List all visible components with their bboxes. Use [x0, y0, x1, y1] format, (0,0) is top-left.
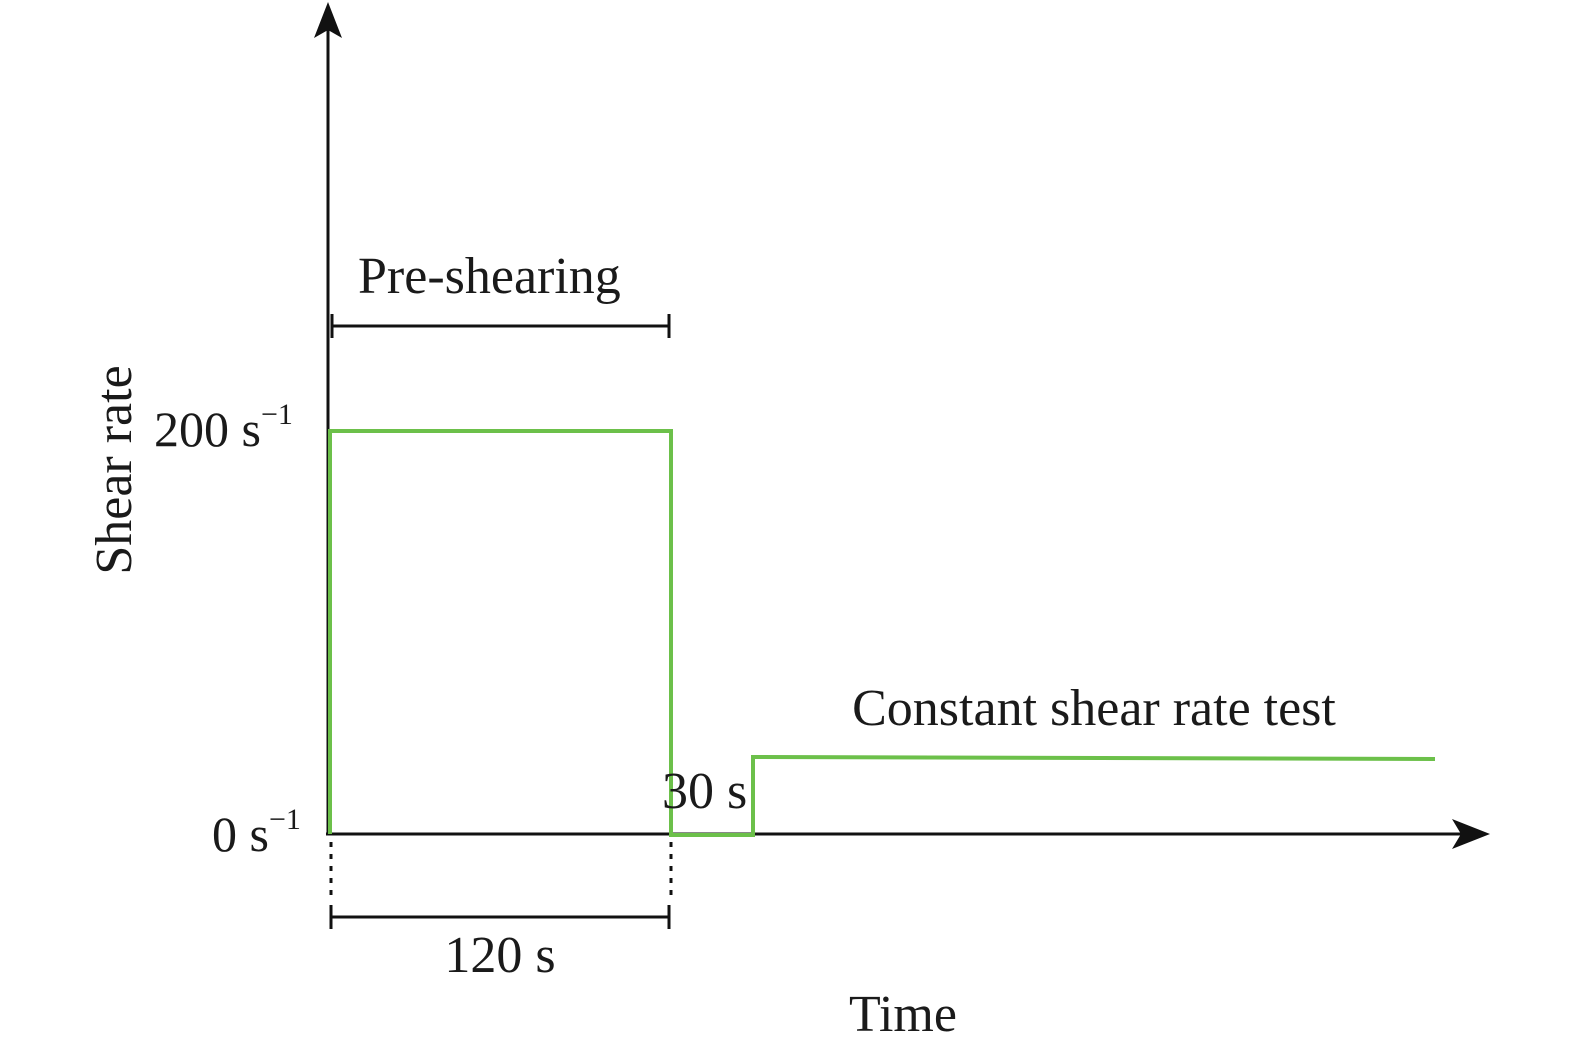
duration-pre-label: 120 s: [444, 927, 555, 984]
tick-label-200: 200 s−1: [154, 398, 293, 457]
y-axis-arrowhead: [314, 2, 342, 38]
shear-rate-profile: [328, 429, 1436, 837]
tick-label-0: 0 s−1: [212, 803, 301, 862]
test-label: Constant shear rate test: [852, 680, 1336, 737]
pre-shearing-label: Pre-shearing: [358, 248, 621, 305]
x-axis-label: Time: [849, 986, 957, 1043]
duration-rest-label: 30 s: [662, 763, 747, 820]
y-axis-label: Shear rate: [86, 365, 143, 574]
x-axis-arrowhead: [1452, 819, 1490, 849]
pre-shearing-bracket: [330, 314, 671, 338]
duration-bracket: [329, 905, 671, 929]
